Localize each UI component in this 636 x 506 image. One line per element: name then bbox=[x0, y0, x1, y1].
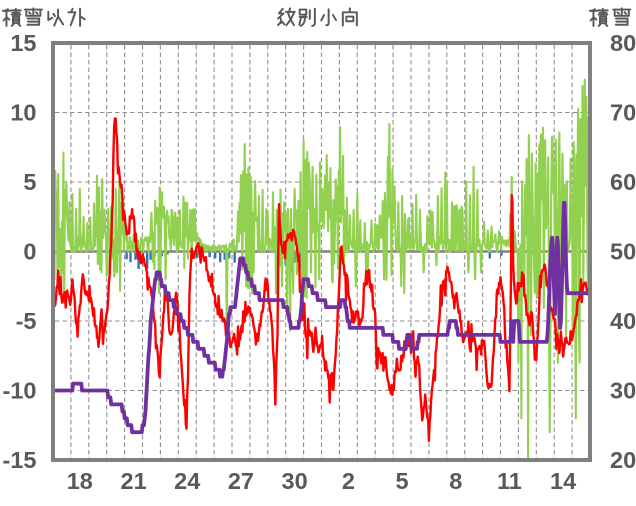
svg-text:-5: -5 bbox=[16, 308, 37, 334]
svg-text:60: 60 bbox=[610, 169, 636, 195]
svg-text:0: 0 bbox=[23, 239, 36, 265]
svg-text:15: 15 bbox=[10, 30, 36, 56]
svg-text:14: 14 bbox=[550, 468, 576, 494]
svg-text:18: 18 bbox=[67, 468, 93, 494]
svg-text:11: 11 bbox=[497, 468, 522, 494]
svg-text:40: 40 bbox=[610, 308, 636, 334]
svg-text:30: 30 bbox=[282, 468, 308, 494]
svg-text:80: 80 bbox=[610, 30, 636, 56]
svg-text:5: 5 bbox=[23, 169, 36, 195]
svg-text:5: 5 bbox=[396, 468, 409, 494]
svg-text:27: 27 bbox=[228, 468, 254, 494]
svg-text:20: 20 bbox=[610, 447, 636, 473]
svg-text:8: 8 bbox=[449, 468, 462, 494]
svg-text:-10: -10 bbox=[3, 378, 37, 404]
svg-text:10: 10 bbox=[10, 100, 36, 126]
svg-text:2: 2 bbox=[342, 468, 355, 494]
svg-text:70: 70 bbox=[610, 100, 636, 126]
svg-text:21: 21 bbox=[121, 468, 147, 494]
svg-text:-15: -15 bbox=[3, 447, 37, 473]
svg-text:50: 50 bbox=[610, 239, 636, 265]
svg-text:24: 24 bbox=[174, 468, 200, 494]
svg-text:30: 30 bbox=[610, 378, 636, 404]
